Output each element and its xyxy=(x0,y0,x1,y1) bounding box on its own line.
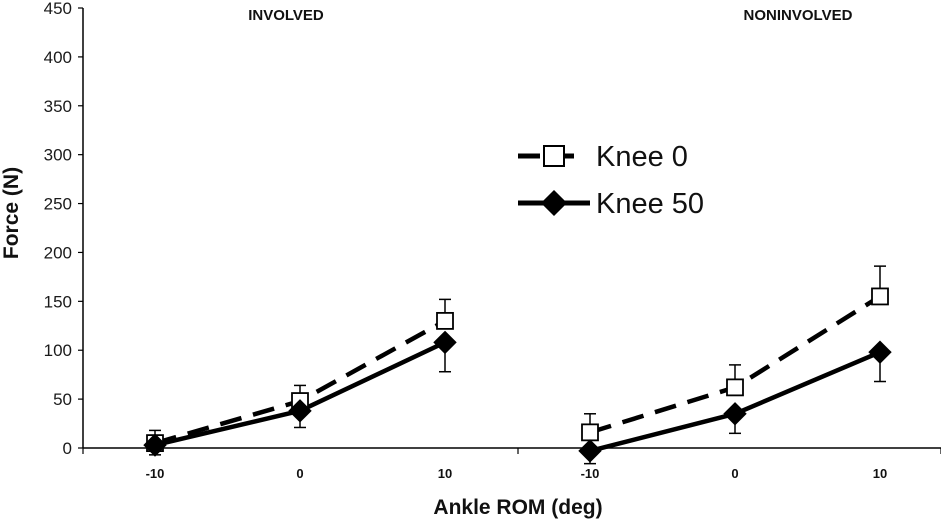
x-ticks: -10 0 10 -10 0 10 xyxy=(82,448,941,481)
legend-item-knee-50: Knee 50 xyxy=(518,188,704,220)
legend-item-knee-0: Knee 0 xyxy=(518,141,688,173)
y-tick-label: 50 xyxy=(53,390,72,409)
y-tick-label: 250 xyxy=(44,195,72,214)
data-point-knee-0 xyxy=(726,378,744,397)
y-ticks: 0 50 100 150 200 250 300 350 400 450 xyxy=(44,0,83,458)
legend-label-knee-0: Knee 0 xyxy=(596,141,688,173)
y-tick-label: 100 xyxy=(44,341,72,360)
legend-marker-knee-0 xyxy=(543,145,565,167)
x-tick-label: -10 xyxy=(581,466,600,481)
data-point-knee-50 xyxy=(288,399,312,423)
x-tick-label: -10 xyxy=(146,466,165,481)
data-point-knee-50 xyxy=(433,330,457,355)
plot-area xyxy=(143,265,892,465)
y-tick-label: 300 xyxy=(44,146,72,165)
x-axis-title: Ankle ROM (deg) xyxy=(433,496,602,519)
data-point-knee-50 xyxy=(868,340,892,364)
panel-title: INVOLVED xyxy=(248,7,324,24)
data-point-knee-50 xyxy=(723,402,747,426)
x-tick-label: 10 xyxy=(438,466,452,481)
y-tick-label: 150 xyxy=(44,292,72,311)
panel-title: NONINVOLVED xyxy=(744,7,853,24)
legend: Knee 0 Knee 50 xyxy=(518,141,704,220)
y-tick-label: 350 xyxy=(44,97,72,116)
x-tick-label: 0 xyxy=(296,466,303,481)
chart-axes xyxy=(82,8,941,449)
y-axis-title: Force (N) xyxy=(0,167,23,259)
data-point-knee-50 xyxy=(143,433,167,457)
y-tick-label: 450 xyxy=(44,0,72,18)
legend-label-knee-50: Knee 50 xyxy=(596,188,704,220)
data-point-knee-0 xyxy=(581,423,599,442)
panel-titles: INVOLVED NONINVOLVED xyxy=(248,7,852,24)
y-tick-label: 200 xyxy=(44,243,72,262)
data-point-knee-50 xyxy=(578,439,602,463)
legend-marker-knee-50 xyxy=(540,189,568,217)
y-tick-label: 400 xyxy=(44,48,72,67)
y-tick-label: 0 xyxy=(63,439,72,458)
x-tick-label: 10 xyxy=(873,466,887,481)
data-point-knee-0 xyxy=(871,287,889,306)
data-point-knee-0 xyxy=(436,311,454,330)
x-tick-label: 0 xyxy=(731,466,738,481)
